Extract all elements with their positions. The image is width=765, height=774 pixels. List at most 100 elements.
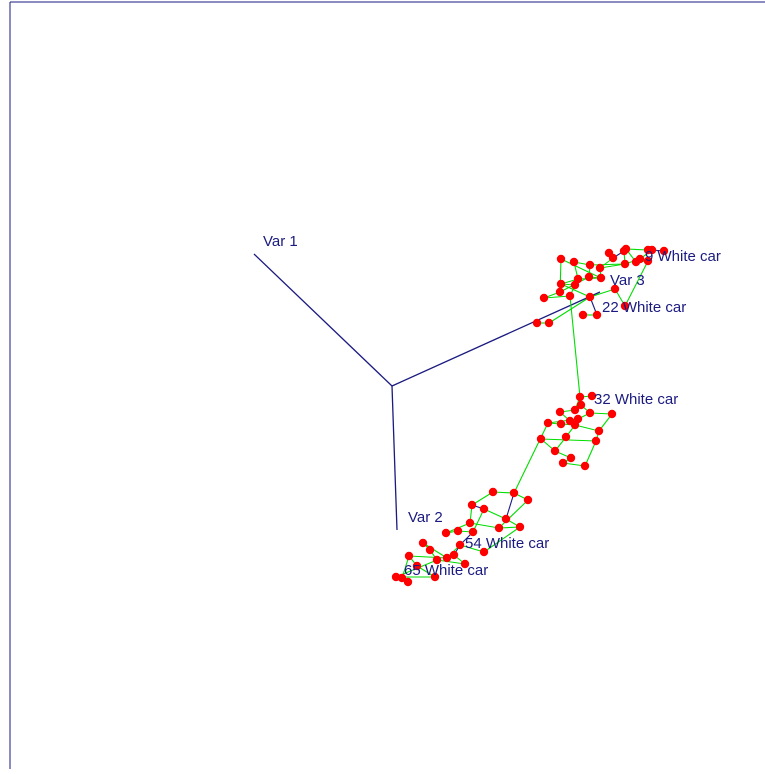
data-point-14 xyxy=(584,272,594,282)
data-point-10 xyxy=(620,259,630,269)
data-point-49 xyxy=(576,400,586,410)
data-point-36 xyxy=(585,408,595,418)
data-point-0 xyxy=(556,254,566,264)
point-label-4: 54 White car xyxy=(465,535,549,552)
point-label-1: 9 White car xyxy=(645,248,721,265)
point-label-3: 32 White car xyxy=(594,391,678,408)
axis-label-1: Var 1 xyxy=(263,233,298,250)
data-point-66 xyxy=(432,555,442,565)
data-point-13 xyxy=(596,273,606,283)
data-point-12 xyxy=(569,257,579,267)
data-point-53 xyxy=(479,504,489,514)
data-point-70 xyxy=(430,572,440,582)
data-point-74 xyxy=(449,550,459,560)
data-point-21 xyxy=(585,292,595,302)
axis-label-2: Var 2 xyxy=(408,509,443,526)
data-point-22 xyxy=(610,284,620,294)
data-point-4 xyxy=(621,244,631,254)
data-point-28 xyxy=(635,254,645,264)
axis-line-3 xyxy=(391,291,601,387)
data-point-48 xyxy=(580,461,590,471)
data-point-65 xyxy=(425,545,435,555)
data-point-75 xyxy=(479,547,489,557)
data-point-63 xyxy=(442,553,452,563)
data-point-2 xyxy=(608,253,618,263)
data-point-19 xyxy=(565,291,575,301)
edge-85 xyxy=(408,555,448,559)
data-point-57 xyxy=(494,523,504,533)
data-point-44 xyxy=(536,434,546,444)
data-point-67 xyxy=(460,559,470,569)
data-point-40 xyxy=(570,420,580,430)
data-point-37 xyxy=(607,409,617,419)
data-point-23 xyxy=(578,310,588,320)
data-point-46 xyxy=(566,453,576,463)
data-point-64 xyxy=(418,538,428,548)
point-label-5: 65 White car xyxy=(404,562,488,579)
data-point-9 xyxy=(643,256,653,266)
data-point-52 xyxy=(467,500,477,510)
data-point-50 xyxy=(488,487,498,497)
data-point-42 xyxy=(561,432,571,442)
edge-37 xyxy=(569,295,581,398)
data-point-73 xyxy=(397,573,407,583)
data-point-55 xyxy=(523,495,533,505)
data-point-61 xyxy=(468,527,478,537)
edge-68 xyxy=(498,499,529,529)
data-point-39 xyxy=(556,419,566,429)
edge-76 xyxy=(472,508,485,533)
axis-line-2 xyxy=(391,385,398,531)
data-point-16 xyxy=(556,279,566,289)
data-point-56 xyxy=(465,518,475,528)
data-point-30 xyxy=(575,392,585,402)
data-point-45 xyxy=(550,446,560,456)
data-point-59 xyxy=(441,528,451,538)
data-point-31 xyxy=(587,391,597,401)
edge-82 xyxy=(436,559,466,565)
edge-61 xyxy=(513,422,549,494)
data-point-72 xyxy=(403,577,413,587)
data-point-25 xyxy=(532,318,542,328)
data-point-11 xyxy=(585,260,595,270)
axis-label-3: Var 3 xyxy=(610,272,645,289)
data-point-29 xyxy=(595,263,605,273)
data-point-33 xyxy=(555,407,565,417)
data-point-54 xyxy=(501,514,511,524)
edge-27 xyxy=(589,288,616,298)
edge-13 xyxy=(589,263,626,266)
data-point-41 xyxy=(594,426,604,436)
data-point-7 xyxy=(659,246,669,256)
data-point-68 xyxy=(404,551,414,561)
edge-66 xyxy=(505,492,515,520)
data-point-58 xyxy=(515,522,525,532)
edge-93 xyxy=(483,526,521,553)
data-point-18 xyxy=(555,287,565,297)
data-point-43 xyxy=(591,436,601,446)
data-point-51 xyxy=(509,488,519,498)
edge-24 xyxy=(599,263,626,269)
data-point-17 xyxy=(570,280,580,290)
data-point-38 xyxy=(543,418,553,428)
data-point-24 xyxy=(592,310,602,320)
axis-line-1 xyxy=(253,253,393,387)
data-point-6 xyxy=(647,245,657,255)
edge-1 xyxy=(560,258,602,279)
data-point-47 xyxy=(558,458,568,468)
edge-33 xyxy=(560,283,591,298)
point-label-2: 22 White car xyxy=(602,299,686,316)
edge-19 xyxy=(543,295,571,299)
data-point-32 xyxy=(570,405,580,415)
data-point-26 xyxy=(544,318,554,328)
edge-35 xyxy=(624,260,649,307)
edge-32 xyxy=(548,296,591,324)
edge-55 xyxy=(584,440,597,467)
data-point-27 xyxy=(620,301,630,311)
data-point-62 xyxy=(455,540,465,550)
edge-79 xyxy=(422,542,448,559)
data-point-60 xyxy=(453,526,463,536)
data-point-69 xyxy=(412,561,422,571)
data-point-20 xyxy=(539,293,549,303)
edge-72 xyxy=(469,522,500,529)
